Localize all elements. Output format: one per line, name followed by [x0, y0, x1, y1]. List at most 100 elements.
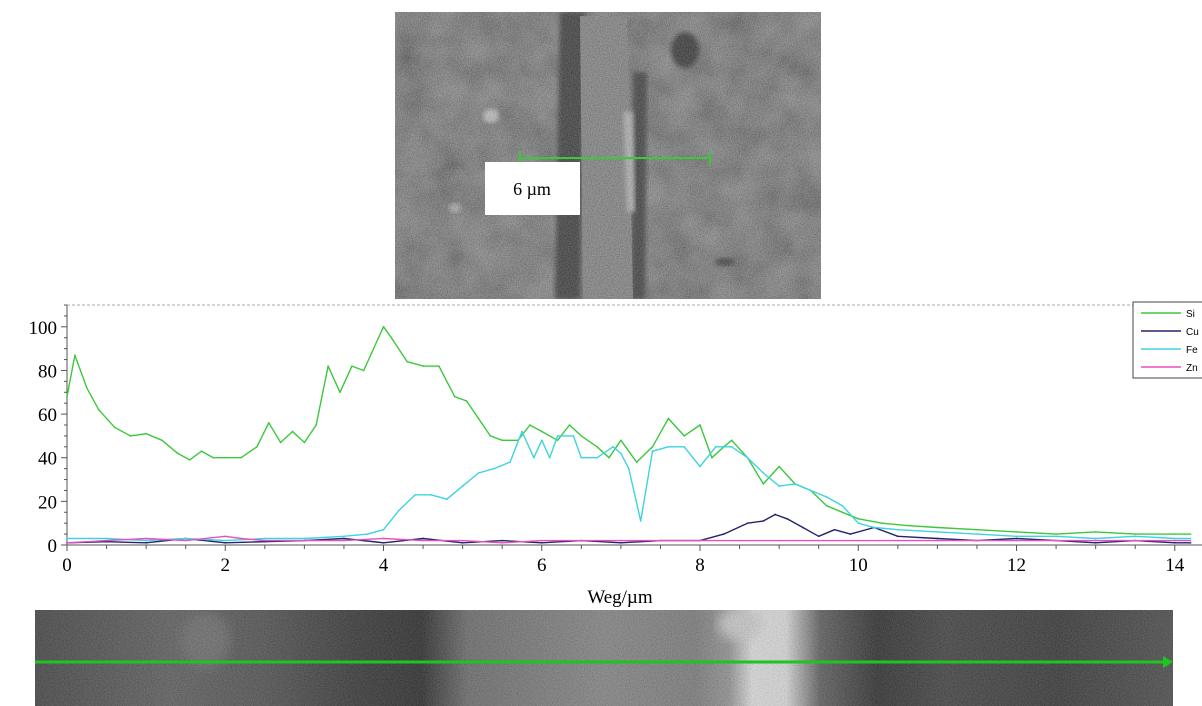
linescan-arrow-icon [1163, 656, 1173, 668]
x-tick-label: 0 [62, 555, 72, 576]
data-point-si [710, 456, 713, 459]
data-point-si [1055, 533, 1057, 535]
data-point-cu [224, 541, 227, 544]
data-point-si [212, 456, 215, 459]
data-point-fe [612, 445, 614, 448]
legend: Si Cu Fe Zn [1132, 301, 1202, 379]
data-point-si [362, 369, 365, 372]
data-point-si [1094, 531, 1097, 533]
data-point-si [568, 424, 571, 426]
data-point-si [489, 435, 492, 437]
data-point-zn [501, 541, 504, 544]
data-point-si [857, 517, 860, 520]
data-point-cu [722, 533, 725, 535]
data-point-si [1173, 533, 1176, 535]
data-point-cu [774, 513, 777, 516]
data-point-zn [343, 539, 345, 542]
data-point-cu [145, 541, 148, 544]
data-point-si [188, 459, 191, 461]
x-tick-label: 10 [849, 555, 868, 576]
data-point-si [267, 421, 270, 424]
data-point-si [303, 441, 306, 444]
data-point-si [651, 445, 654, 448]
x-tick-label: 14 [1165, 555, 1185, 576]
data-point-si [161, 439, 163, 442]
legend-box [1132, 301, 1202, 379]
data-point-cu [762, 520, 765, 522]
data-point-cu [619, 541, 622, 544]
data-point-fe [366, 533, 369, 535]
data-point-fe [1094, 537, 1097, 540]
data-point-cu [896, 535, 899, 538]
data-point-si [608, 456, 610, 459]
series-line-fe [67, 430, 1191, 542]
data-point-fe [414, 493, 417, 496]
data-point-fe [445, 498, 448, 501]
data-point-fe [580, 456, 583, 459]
data-point-si [129, 435, 132, 437]
data-point-fe [896, 528, 899, 531]
data-point-si [85, 387, 88, 389]
data-point-fe [1189, 537, 1192, 540]
data-point-zn [1173, 539, 1176, 542]
data-point-si [200, 450, 203, 453]
data-point-fe [461, 485, 464, 487]
y-tick-label: 20 [38, 492, 57, 513]
data-point-si [240, 456, 242, 459]
data-point-zn [936, 539, 939, 542]
data-point-zn [699, 539, 701, 542]
data-point-si [841, 511, 844, 514]
data-point-si [1015, 531, 1018, 533]
data-point-zn [1094, 539, 1097, 542]
data-point-fe [343, 535, 345, 538]
data-point-fe [627, 467, 630, 470]
data-point-si [406, 360, 409, 363]
data-point-zn [580, 539, 583, 542]
data-point-fe [1015, 535, 1018, 538]
series-line-si [66, 326, 1191, 535]
data-point-zn [263, 539, 266, 542]
data-point-fe [683, 445, 686, 448]
data-point-cu [422, 537, 424, 540]
data-point-zn [382, 537, 385, 540]
data-point-si [390, 336, 393, 339]
data-point-cu [461, 541, 464, 544]
data-point-si [422, 365, 424, 367]
data-point-si [145, 432, 148, 435]
data-point-fe [184, 537, 187, 540]
data-point-fe [532, 456, 535, 459]
data-point-si [74, 354, 76, 357]
data-point-si [683, 435, 686, 437]
data-point-zn [1189, 539, 1192, 542]
data-point-fe [794, 483, 796, 485]
x-axis-label: Weg/µm [587, 587, 653, 608]
data-point-fe [572, 435, 575, 437]
data-point-zn [224, 535, 227, 538]
data-point-si [66, 395, 68, 398]
data-point-fe [540, 439, 543, 442]
data-point-fe [263, 537, 266, 540]
data-point-cu [501, 539, 504, 542]
data-point-si [465, 400, 468, 402]
y-tick-label: 80 [38, 361, 57, 382]
data-point-fe [398, 509, 401, 511]
data-point-si [113, 426, 116, 429]
data-point-si [881, 522, 883, 525]
data-point-si [1189, 533, 1192, 535]
y-tick-label: 40 [38, 449, 57, 470]
data-point-zn [619, 539, 622, 542]
data-point-si [619, 439, 622, 442]
data-point-fe [825, 496, 828, 498]
data-point-fe [936, 531, 939, 533]
data-point-si [825, 504, 828, 507]
data-point-fe [976, 533, 978, 535]
data-point-fe [1134, 535, 1137, 538]
y-tick-label: 0 [48, 536, 58, 557]
data-point-fe [477, 472, 480, 474]
data-point-cu [746, 522, 749, 525]
x-tick-label: 6 [537, 555, 547, 576]
data-point-zn [778, 539, 781, 542]
data-point-fe [809, 489, 812, 492]
data-point-zn [896, 539, 899, 542]
y-tick-label: 100 [29, 318, 58, 339]
